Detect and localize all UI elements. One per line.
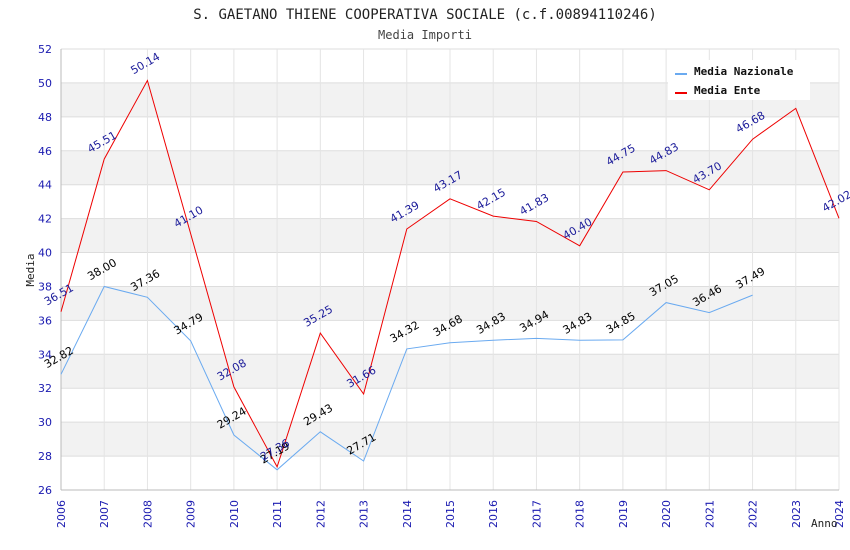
y-tick-label: 38 [38,280,52,293]
x-tick-label: 2012 [314,500,327,528]
y-tick-label: 30 [38,416,52,429]
axes [60,49,839,491]
x-tick-label: 2024 [833,500,846,528]
x-tick-label: 2017 [530,500,543,528]
series-lines [60,79,840,471]
data-label: 38.00 [85,256,119,283]
y-tick-label: 26 [38,484,52,497]
x-tick-label: 2008 [141,500,154,528]
y-tick-label: 36 [38,314,52,327]
series-line-media-ente [60,79,840,469]
y-tick-label: 28 [38,450,52,463]
y-tick-label: 50 [38,77,52,90]
chart-subtitle: Media Importi [378,28,472,42]
legend-box [668,60,810,100]
y-axis-label: Media [24,253,37,286]
x-tick-label: 2021 [703,500,716,528]
y-tick-label: 42 [38,213,52,226]
y-tick-label: 46 [38,145,52,158]
data-label: 34.32 [388,318,422,345]
series-line-media-nazionale [60,285,753,471]
legend: Media Nazionale Media Ente [668,60,810,100]
y-tick-label: 34 [38,348,52,361]
y-tick-label: 44 [38,179,52,192]
x-tick-label: 2015 [444,500,457,528]
x-tick-label: 2009 [185,500,198,528]
y-axis-ticks: 26 28 30 32 34 36 38 40 42 44 46 48 50 52 [38,43,52,497]
grid-lines [60,48,840,491]
y-tick-label: 32 [38,382,52,395]
x-axis-label: Anno [811,517,838,530]
data-label: 41.83 [517,191,551,218]
x-tick-label: 2011 [271,500,284,528]
x-tick-label: 2019 [617,500,630,528]
y-tick-label: 52 [38,43,52,56]
x-tick-label: 2018 [574,500,587,528]
x-axis-ticks: 2006 2007 2008 2009 2010 2011 2012 2013 2014 2015… [55,500,846,528]
x-tick-label: 2013 [358,500,371,528]
data-label: 42.15 [474,186,508,213]
chart-title: S. GAETANO THIENE COOPERATIVA SOCIALE (c… [193,7,657,23]
x-tick-label: 2020 [660,500,673,528]
x-tick-label: 2006 [55,500,68,528]
legend-label: Media Nazionale [694,65,794,78]
y-tick-label: 40 [38,247,52,260]
legend-label: Media Ente [694,84,761,97]
data-label: 42.02 [820,188,850,215]
x-tick-label: 2016 [487,500,500,528]
x-tick-label: 2023 [790,500,803,528]
data-label: 50.14 [128,50,162,77]
x-tick-label: 2014 [401,500,414,528]
x-tick-label: 2010 [228,500,241,528]
y-tick-label: 48 [38,111,52,124]
x-tick-label: 2022 [747,500,760,528]
x-tick-label: 2007 [98,500,111,528]
